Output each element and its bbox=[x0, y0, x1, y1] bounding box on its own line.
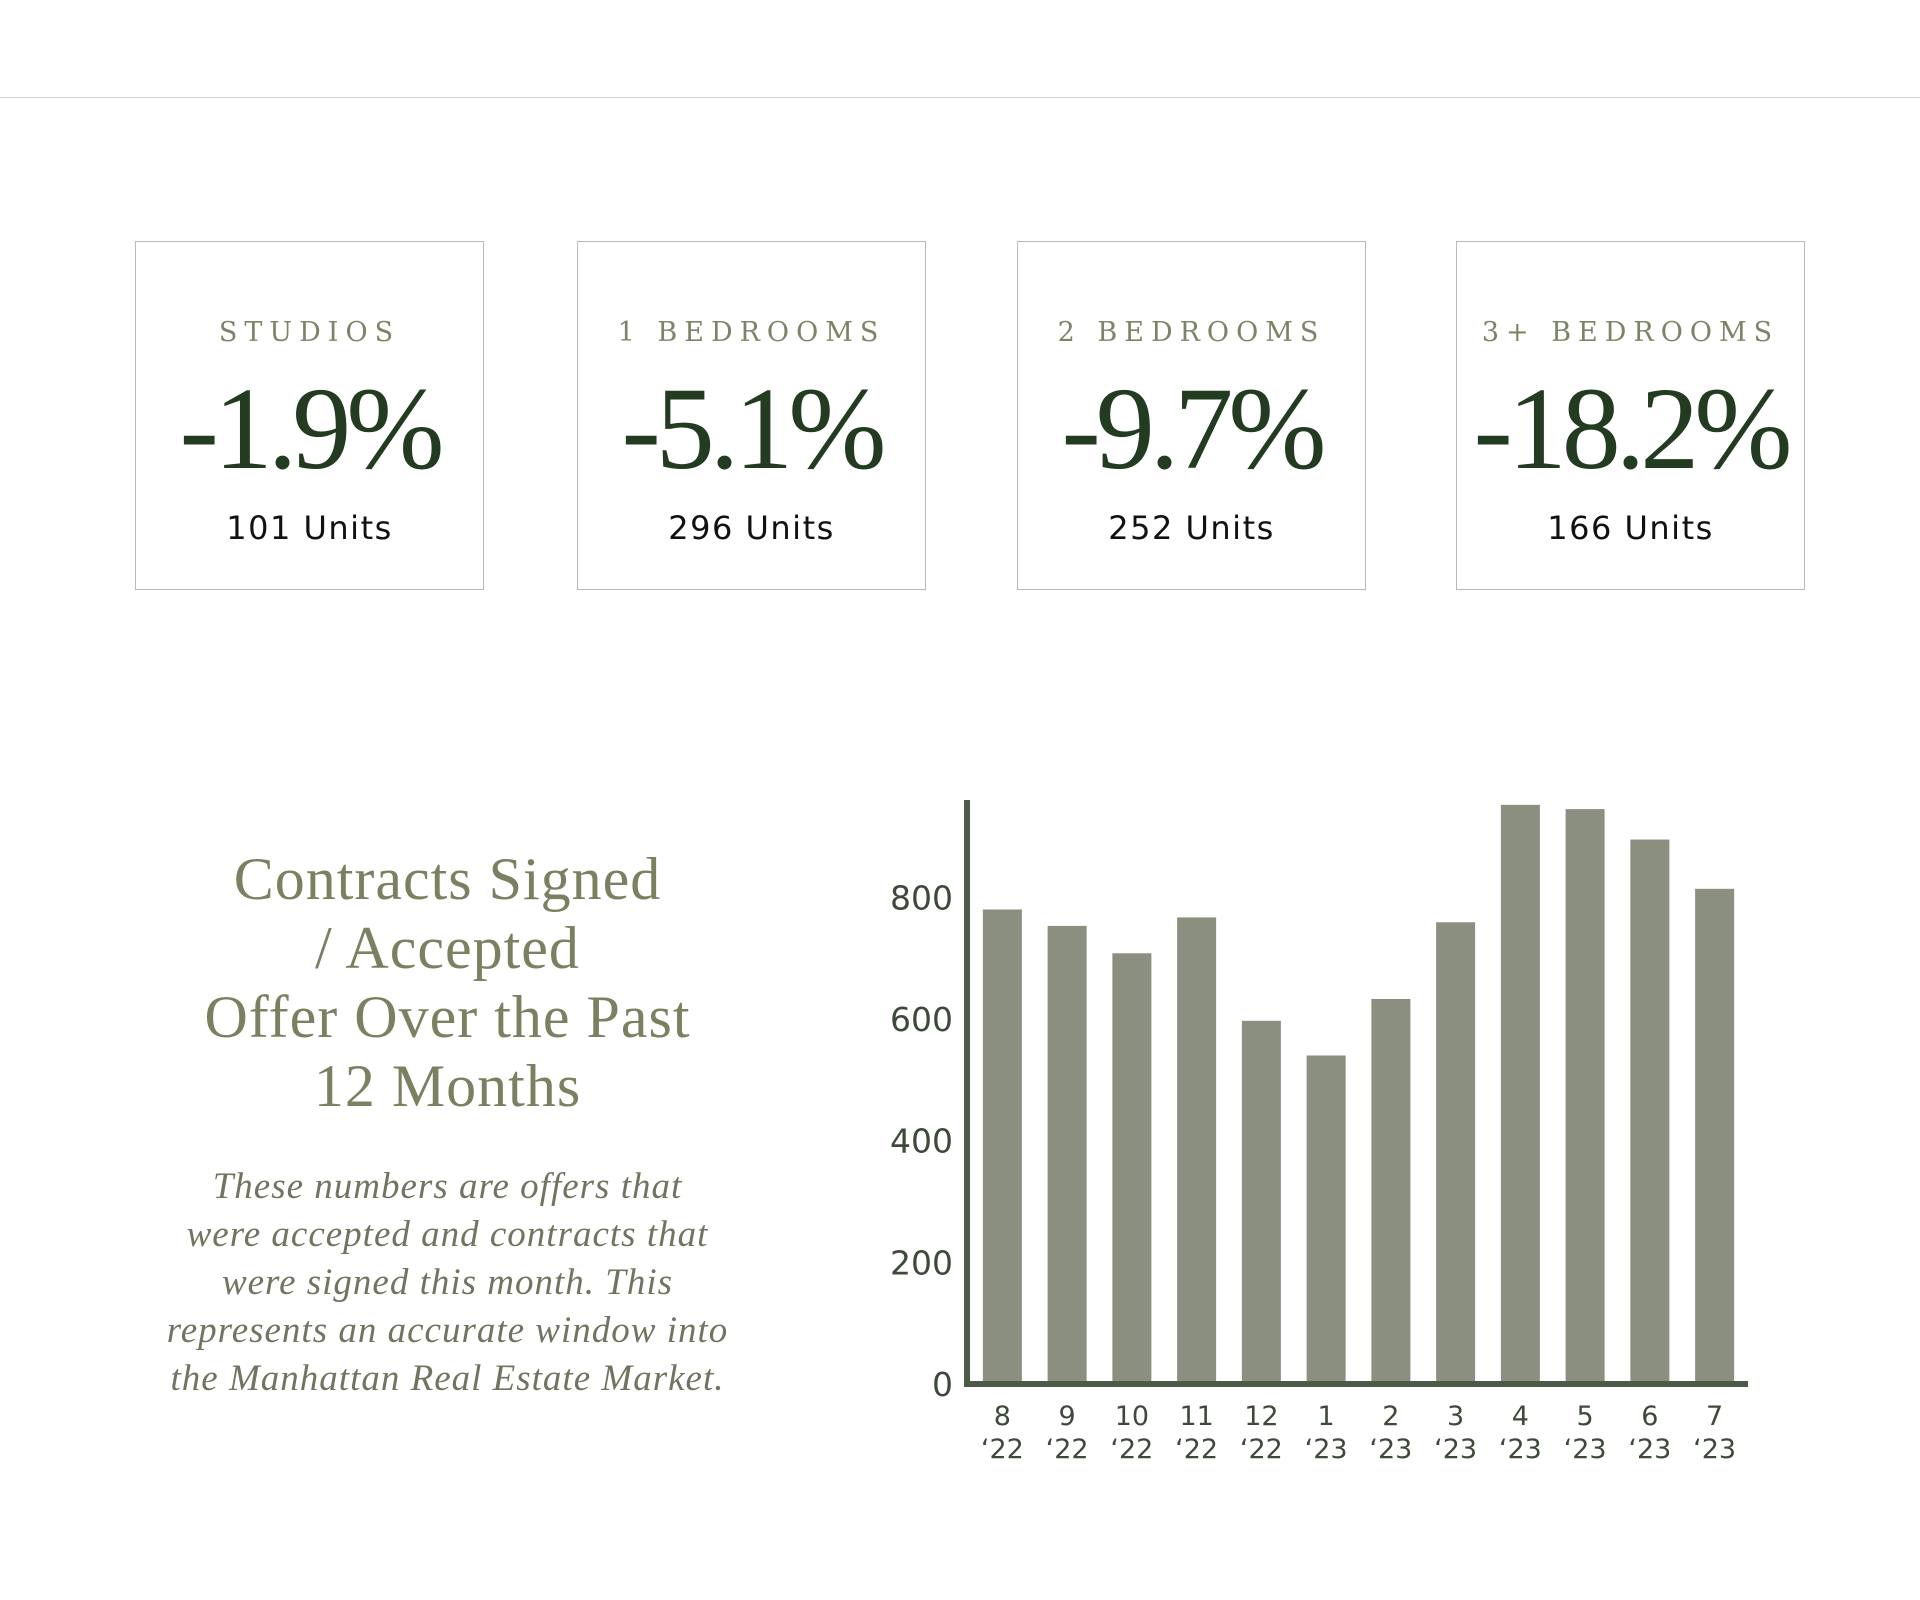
section-title-line: 12 Months bbox=[313, 1053, 582, 1119]
stat-card-3-plus-bedrooms: 3+ BEDROOMS -18.2% 166 Units bbox=[1456, 241, 1805, 590]
section-description-line: These numbers are offers that bbox=[212, 1166, 683, 1207]
x-tick-label: 5 ‘23 bbox=[1564, 1401, 1607, 1465]
x-tick-label: 11 ‘22 bbox=[1175, 1401, 1218, 1465]
bar-3-‘23 bbox=[1436, 922, 1476, 1384]
y-tick-label: 200 bbox=[890, 1243, 953, 1282]
top-divider bbox=[0, 97, 1920, 98]
section-title-line: Contracts Signed bbox=[233, 846, 662, 912]
stat-label: 3+ BEDROOMS bbox=[1481, 317, 1780, 348]
section-description-line: represents an accurate window into bbox=[166, 1310, 729, 1351]
stat-value: -1.9% bbox=[179, 363, 444, 494]
stat-units: 296 Units bbox=[668, 509, 835, 547]
x-tick-label: 8 ‘22 bbox=[981, 1401, 1024, 1465]
bar-12-‘22 bbox=[1241, 1020, 1281, 1384]
stat-label: 2 BEDROOMS bbox=[1057, 317, 1326, 348]
y-tick-label: 800 bbox=[890, 878, 953, 917]
bar-4-‘23 bbox=[1500, 804, 1540, 1384]
stat-card-1-bedrooms: 1 BEDROOMS -5.1% 296 Units bbox=[577, 241, 926, 590]
bar-9-‘22 bbox=[1047, 925, 1087, 1384]
bar-6-‘23 bbox=[1630, 839, 1670, 1384]
stat-units: 252 Units bbox=[1108, 509, 1275, 547]
section-description-line: were accepted and contracts that bbox=[186, 1214, 709, 1255]
stat-label: 1 BEDROOMS bbox=[617, 317, 886, 348]
x-tick-label: 12 ‘22 bbox=[1240, 1401, 1283, 1465]
bar-5-‘23 bbox=[1565, 809, 1605, 1384]
bar-1-‘23 bbox=[1306, 1055, 1346, 1384]
stat-units: 101 Units bbox=[226, 509, 393, 547]
x-tick-label: 3 ‘23 bbox=[1434, 1401, 1477, 1465]
x-tick-label: 4 ‘23 bbox=[1499, 1401, 1542, 1465]
y-tick-label: 0 bbox=[932, 1365, 953, 1404]
x-tick-label: 7 ‘23 bbox=[1693, 1401, 1736, 1465]
section-title-line: Offer Over the Past bbox=[204, 984, 691, 1050]
bar-10-‘22 bbox=[1112, 953, 1152, 1384]
x-tick-label: 9 ‘22 bbox=[1046, 1401, 1089, 1465]
stat-card-2-bedrooms: 2 BEDROOMS -9.7% 252 Units bbox=[1017, 241, 1366, 590]
x-tick-label: 2 ‘23 bbox=[1369, 1401, 1412, 1465]
y-tick-label: 400 bbox=[890, 1122, 953, 1161]
stat-value: -9.7% bbox=[1061, 363, 1326, 494]
x-tick-label: 10 ‘22 bbox=[1110, 1401, 1153, 1465]
stat-units: 166 Units bbox=[1547, 509, 1714, 547]
bar-2-‘23 bbox=[1371, 998, 1411, 1384]
stat-value: -18.2% bbox=[1473, 363, 1792, 494]
stat-label: STUDIOS bbox=[218, 317, 401, 348]
y-tick-label: 600 bbox=[890, 1000, 953, 1039]
bar-7-‘23 bbox=[1695, 888, 1735, 1384]
bar-8-‘22 bbox=[982, 909, 1022, 1384]
section-title-line: / Accepted bbox=[315, 915, 580, 981]
x-tick-label: 1 ‘23 bbox=[1305, 1401, 1348, 1465]
bar-11-‘22 bbox=[1177, 917, 1217, 1384]
section-title: Contracts Signed / Accepted Offer Over t… bbox=[150, 845, 745, 1121]
x-tick-label: 6 ‘23 bbox=[1628, 1401, 1671, 1465]
section-description-line: the Manhattan Real Estate Market. bbox=[170, 1358, 725, 1399]
stat-card-studios: STUDIOS -1.9% 101 Units bbox=[135, 241, 484, 590]
section-description-line: were signed this month. This bbox=[221, 1262, 674, 1303]
stat-value: -5.1% bbox=[621, 363, 886, 494]
section-description: These numbers are offers that were accep… bbox=[150, 1163, 745, 1403]
